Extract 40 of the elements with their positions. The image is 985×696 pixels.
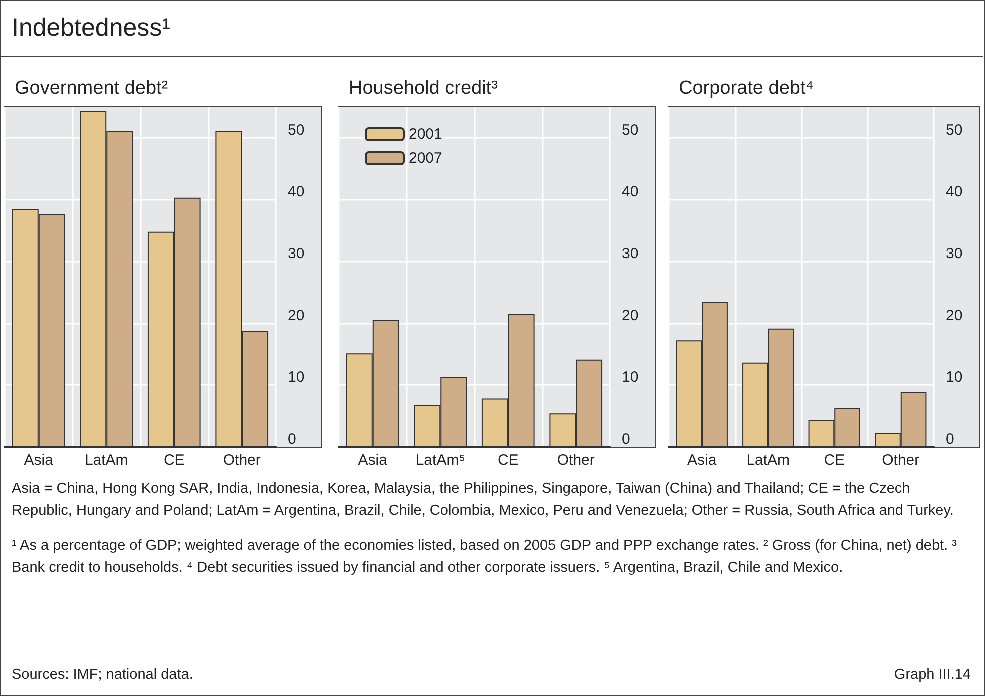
chart-title: Household credit³ xyxy=(349,78,498,99)
x-tick-label: Asia xyxy=(24,452,54,469)
chart-title: Corporate debt⁴ xyxy=(679,78,814,99)
y-tick-label: 0 xyxy=(622,431,630,448)
y-tick-label: 50 xyxy=(946,122,963,139)
y-tick-label: 40 xyxy=(622,184,639,201)
y-tick-label: 20 xyxy=(288,307,305,324)
y-tick-label: 30 xyxy=(622,246,639,263)
y-tick-label: 50 xyxy=(288,122,305,139)
y-tick-label: 40 xyxy=(288,184,305,201)
x-tick-label: Other xyxy=(557,452,595,469)
y-tick-label: 20 xyxy=(622,307,639,324)
y-tick-label: 10 xyxy=(946,369,963,386)
y-tick-label: 0 xyxy=(288,431,296,448)
legend-label: 2001 xyxy=(409,126,442,143)
x-tick-label: Other xyxy=(223,452,261,469)
y-tick-label: 30 xyxy=(288,246,305,263)
text: Asia = China, Hong Kong SAR, India, Indonesia, Korea, Malaysia, the Philippines, Singapore, Taiwan (China) and Thailand; CE = the Czech Republic, Hungary and Poland; LatAm = Argentina, Brazil, Chile, Colombia, Mexico, Peru and Venezuela; Other = Russia, South Africa and Turkey. xyxy=(12,480,955,522)
x-tick-label: CE xyxy=(498,452,519,469)
source-note: Sources: IMF; national data. xyxy=(12,667,194,683)
x-tick-label: LatAm xyxy=(84,452,128,469)
x-tick-label: Asia xyxy=(358,452,388,469)
y-tick-label: 10 xyxy=(288,369,305,386)
y-tick-label: 40 xyxy=(946,184,963,201)
x-tick-label: CE xyxy=(164,452,185,469)
x-tick-label: CE xyxy=(824,452,846,469)
text: Graph III.14 xyxy=(894,667,971,683)
chart-title: Government debt² xyxy=(15,78,168,99)
x-tick-label: Other xyxy=(882,452,920,469)
y-tick-label: 20 xyxy=(946,307,963,324)
y-tick-label: 50 xyxy=(622,122,639,139)
x-tick-label: LatAm⁵ xyxy=(416,452,466,469)
text: Indebtedness¹ xyxy=(12,14,170,43)
y-tick-label: 10 xyxy=(622,369,639,386)
x-tick-label: LatAm xyxy=(746,452,790,469)
y-tick-label: 30 xyxy=(946,246,963,263)
x-tick-label: Asia xyxy=(688,452,718,469)
y-tick-label: 0 xyxy=(946,431,954,448)
legend-label: 2007 xyxy=(409,150,442,167)
text: ¹ As a percentage of GDP; weighted average of the economies listed, based on 2005 GDP and PPP exchange rates. ² Gross (for China, net) debt. ³ Bank credit to households. ⁴ Debt securities issued by financial and other corporate issuers. ⁵ Argentina, Brazil, Chile and Mexico. xyxy=(12,536,958,578)
